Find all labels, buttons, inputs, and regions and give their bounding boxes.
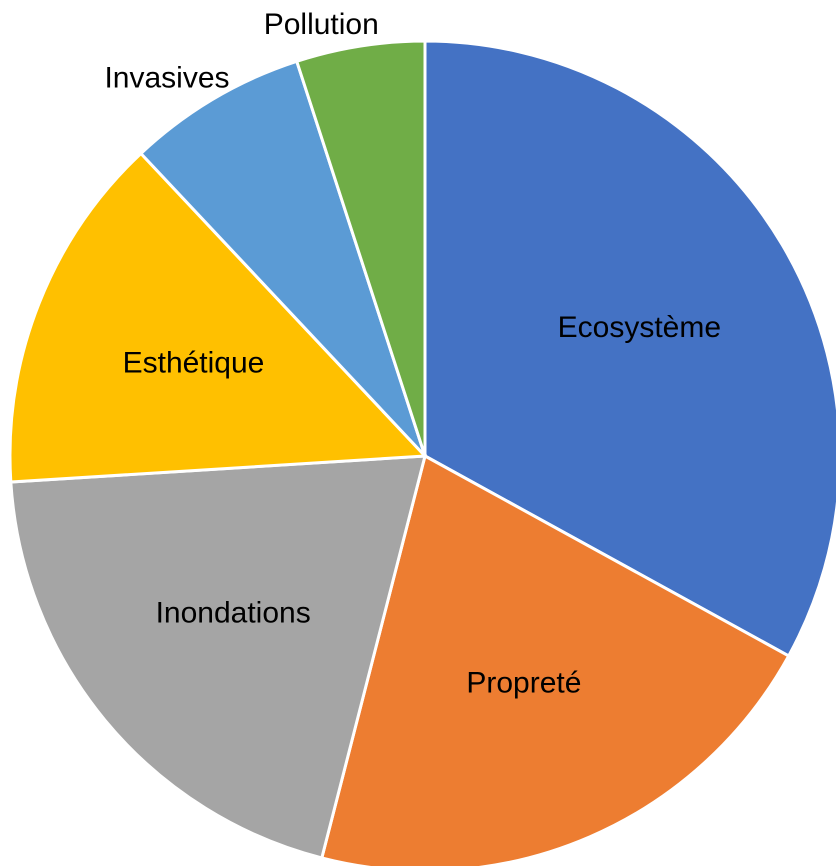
slice-label: Esthétique — [123, 346, 265, 379]
pie-slice — [294, 39, 427, 457]
slice-label: Pollution — [264, 8, 379, 41]
pie-slice — [138, 59, 427, 458]
pie-slice — [8, 151, 429, 484]
pie-slice — [9, 454, 427, 860]
pie-slice — [319, 453, 791, 866]
slice-label: Propreté — [466, 666, 581, 699]
slice-label: Ecosystème — [558, 311, 721, 344]
slice-label: Invasives — [104, 62, 229, 95]
pie-slice — [423, 39, 836, 658]
slice-label: Inondations — [156, 597, 311, 630]
